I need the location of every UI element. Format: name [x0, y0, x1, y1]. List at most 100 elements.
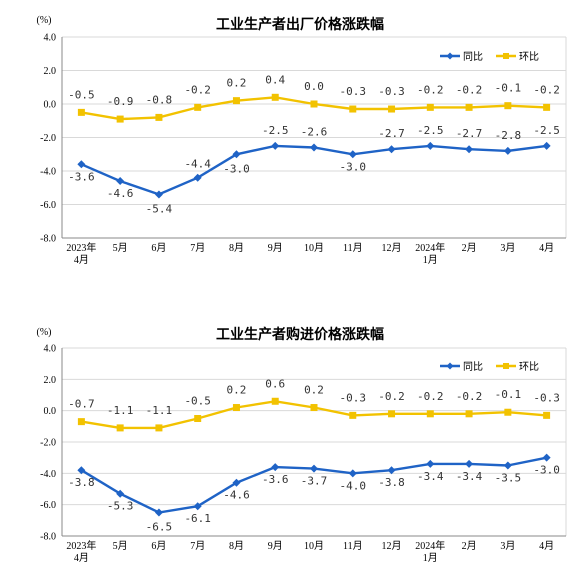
data-label: -0.5 — [68, 88, 95, 101]
data-point — [426, 410, 434, 418]
data-label: -0.3 — [533, 391, 560, 404]
legend-marker — [503, 363, 509, 369]
y-tick-label: 0.0 — [44, 406, 57, 417]
x-tick-label: 3月 — [500, 540, 515, 552]
data-point — [543, 103, 551, 111]
data-label: -5.4 — [146, 202, 173, 215]
data-point — [154, 508, 163, 517]
data-label: -2.5 — [417, 124, 444, 137]
y-tick-label: -2.0 — [40, 133, 56, 144]
series-mom: -0.7 -1.1 -1.1 -0.5 0.2 0.6 0.2 -0.3 -0.2 -0.2 -0.… — [68, 377, 560, 432]
data-label: -3.5 — [495, 472, 522, 485]
y-tick-label: -2.0 — [40, 438, 56, 449]
x-tick-label: 4月 — [539, 540, 554, 552]
data-point — [194, 103, 202, 111]
x-tick-label: 4月 — [539, 242, 554, 254]
legend-marker — [446, 362, 454, 370]
data-point — [232, 97, 240, 105]
data-label: -4.6 — [107, 187, 134, 200]
x-tick-label: 2023年 4月 — [66, 241, 96, 266]
chart-panel-1: 工业生产者出厂价格涨跌幅 (%) 4.0 2.0 0.0 -2.0 -4.0 -6.0 -8.0… — [37, 15, 567, 266]
legend-label: 环比 — [519, 51, 539, 63]
data-point — [504, 408, 512, 416]
data-point — [310, 143, 318, 152]
data-label: -0.2 — [184, 83, 211, 96]
data-point — [503, 461, 512, 470]
data-point — [426, 459, 435, 468]
data-point — [349, 105, 357, 113]
x-tick-label: 2024年 1月 — [415, 241, 445, 266]
data-label: -3.4 — [417, 470, 444, 483]
data-label: -2.8 — [495, 129, 522, 142]
data-point — [465, 145, 474, 154]
y-tick-label: -4.0 — [40, 167, 56, 178]
data-point — [193, 502, 202, 511]
x-tick-label: 7月 — [190, 540, 205, 552]
y-tick-label: 0.0 — [44, 100, 57, 111]
x-tick-label: 9月 — [268, 540, 283, 552]
data-point — [426, 103, 434, 111]
data-label: -0.8 — [146, 93, 173, 106]
x-tick-label: 12月 — [382, 242, 402, 254]
data-label: -0.1 — [495, 388, 522, 401]
y-tick-label: -6.0 — [40, 500, 56, 511]
y-tick-label: 4.0 — [44, 344, 57, 355]
data-point — [542, 453, 551, 462]
data-label: -0.3 — [340, 85, 367, 98]
data-label: -3.6 — [262, 473, 289, 486]
x-tick-label: 7月 — [190, 242, 205, 254]
series-mom: -0.5 -0.9 -0.8 -0.2 0.2 0.4 0.0 -0.3 -0.3 -0.2 -0.… — [68, 73, 560, 123]
data-point — [543, 411, 551, 419]
data-point — [310, 404, 318, 412]
chart-title: 工业生产者购进价格涨跌幅 — [216, 326, 384, 343]
y-unit-label: (%) — [37, 15, 52, 26]
y-tick-label: 2.0 — [44, 375, 57, 386]
data-point — [271, 141, 280, 150]
data-label: -0.7 — [68, 398, 95, 411]
x-tick-label: 8月 — [229, 540, 244, 552]
legend-label: 同比 — [463, 361, 483, 373]
data-label: -2.7 — [378, 127, 405, 140]
data-point — [271, 93, 279, 101]
data-label: -1.1 — [146, 404, 173, 417]
data-point — [388, 410, 396, 418]
x-tick-label: 6月 — [151, 242, 166, 254]
data-label: -0.2 — [417, 390, 444, 403]
data-point — [116, 115, 124, 123]
data-label: -0.2 — [456, 83, 483, 96]
data-label: -6.5 — [146, 521, 173, 534]
data-label: 0.0 — [304, 80, 324, 93]
legend: 同比 环比 — [440, 361, 539, 373]
y-tick-label: -8.0 — [40, 234, 56, 245]
x-tick-label: 2月 — [462, 242, 477, 254]
chart-panel-2: 工业生产者购进价格涨跌幅 (%) 4.0 2.0 0.0 -2.0 -4.0 -6.0 -8.0… — [37, 326, 567, 564]
series-yoy: -3.6 -4.6 -5.4 -4.4 -3.0 -2.5 -2.6 -3.0 -2.7 -2.5… — [68, 124, 560, 216]
x-tick-label: 5月 — [113, 540, 128, 552]
data-label: 0.2 — [227, 384, 247, 397]
data-label: -4.4 — [184, 158, 211, 171]
y-tick-label: -6.0 — [40, 200, 56, 211]
data-label: -1.1 — [107, 404, 134, 417]
data-label: -0.1 — [495, 82, 522, 95]
data-point — [116, 424, 124, 432]
data-point — [116, 177, 125, 186]
x-tick-label: 8月 — [229, 242, 244, 254]
data-label: -5.3 — [107, 500, 134, 513]
data-point — [542, 141, 551, 150]
x-tick-label: 5月 — [113, 242, 128, 254]
data-point — [77, 466, 86, 475]
data-point — [232, 150, 241, 159]
data-point — [77, 418, 85, 426]
x-tick-label: 11月 — [343, 242, 363, 254]
data-point — [271, 463, 280, 472]
legend: 同比 环比 — [440, 51, 539, 63]
x-tick-label: 3月 — [500, 242, 515, 254]
data-point — [503, 146, 512, 155]
y-tick-label: 2.0 — [44, 66, 57, 77]
legend-label: 环比 — [519, 361, 539, 373]
x-tick-label: 10月 — [304, 540, 324, 552]
data-point — [77, 108, 85, 116]
legend-marker — [503, 53, 509, 59]
data-label: -0.2 — [533, 83, 560, 96]
